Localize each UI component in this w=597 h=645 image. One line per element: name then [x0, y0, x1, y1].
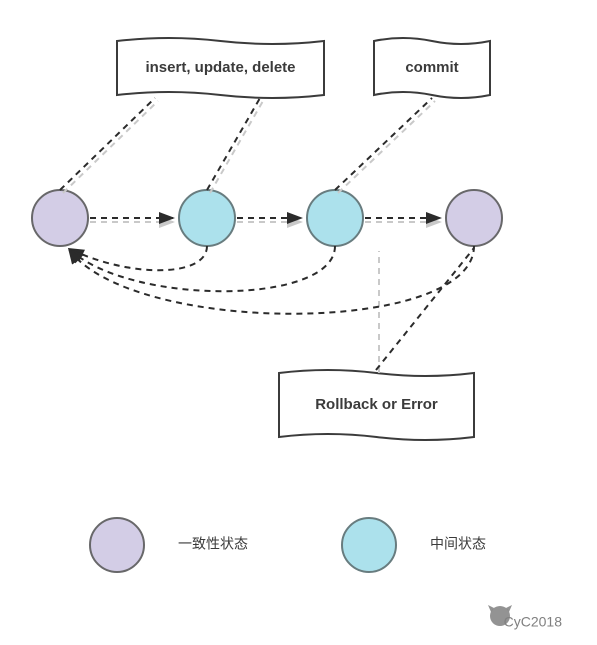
- node-n3: [307, 190, 363, 246]
- box-label-rollback: Rollback or Error: [315, 396, 438, 413]
- node-n1: [32, 190, 88, 246]
- box-label-ops: insert, update, delete: [145, 59, 295, 76]
- legend-swatch-l2: [342, 518, 396, 572]
- edge: [210, 101, 263, 193]
- edge: [63, 101, 158, 193]
- edge: [376, 248, 474, 370]
- box-label-commit: commit: [405, 59, 458, 76]
- legend-label-l2: 中间状态: [430, 536, 486, 552]
- edge-back: [68, 246, 335, 291]
- transaction-state-diagram: insert, update, delete commit Rollback or …: [0, 0, 597, 640]
- legend-swatch-l1: [90, 518, 144, 572]
- node-n2: [179, 190, 235, 246]
- edge: [338, 101, 435, 193]
- edge-back: [68, 246, 207, 270]
- edge: [60, 98, 155, 190]
- edge: [335, 98, 432, 190]
- edge: [207, 98, 260, 190]
- node-n4: [446, 190, 502, 246]
- attribution-text: CyC2018: [504, 614, 563, 630]
- legend-label-l1: 一致性状态: [178, 536, 248, 552]
